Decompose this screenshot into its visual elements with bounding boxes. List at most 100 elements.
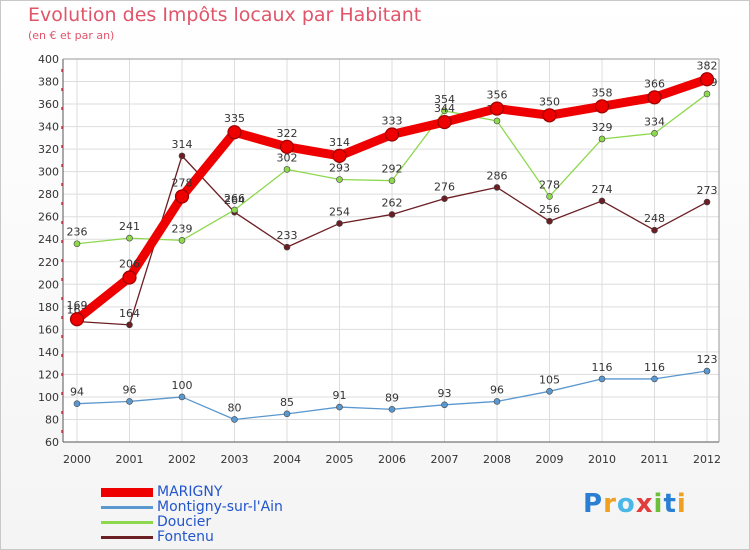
- data-label: 314: [329, 136, 350, 149]
- x-tick-label: 2011: [641, 453, 669, 466]
- proxiti-logo: Proxiti: [583, 489, 687, 519]
- x-tick-label: 2005: [326, 453, 354, 466]
- y-tick-label: 400: [38, 53, 59, 66]
- data-point: [336, 176, 343, 183]
- data-label: 85: [280, 396, 294, 409]
- data-point: [651, 130, 658, 137]
- data-label: 169: [67, 299, 88, 312]
- x-tick-label: 2006: [378, 453, 406, 466]
- data-label: 382: [697, 59, 718, 72]
- data-label: 302: [277, 151, 298, 164]
- data-label: 254: [329, 205, 350, 218]
- data-point: [336, 403, 343, 411]
- y-tick-label: 240: [38, 233, 59, 246]
- data-point: [703, 198, 711, 206]
- legend: MARIGNY Montigny-sur-l'Ain Doucier Fonte…: [101, 485, 283, 545]
- x-tick-label: 2004: [273, 453, 301, 466]
- data-label: 116: [644, 361, 665, 374]
- data-point: [651, 226, 658, 234]
- data-point: [388, 211, 396, 218]
- data-label: 322: [277, 127, 298, 140]
- y-tick-label: 360: [38, 98, 59, 111]
- data-label: 80: [228, 401, 242, 414]
- legend-swatch-marigny: [101, 488, 153, 497]
- data-label: 233: [277, 229, 298, 242]
- data-label: 94: [70, 386, 84, 399]
- data-label: 93: [438, 387, 452, 400]
- x-tick-label: 2008: [483, 453, 511, 466]
- data-label: 100: [172, 379, 193, 392]
- data-point: [598, 375, 606, 383]
- legend-label-doucier: Doucier: [157, 514, 212, 530]
- data-point: [441, 401, 448, 409]
- legend-item-doucier: Doucier: [101, 515, 283, 530]
- data-point: [332, 148, 347, 163]
- data-label: 292: [382, 163, 403, 176]
- data-label: 278: [539, 178, 560, 191]
- legend-swatch-montigny: [101, 506, 153, 509]
- x-tick-label: 2010: [588, 453, 616, 466]
- data-label: 206: [119, 258, 140, 271]
- y-tick-label: 80: [45, 413, 59, 426]
- y-tick-label: 220: [38, 256, 59, 269]
- x-tick-label: 2000: [63, 453, 91, 466]
- x-tick-label: 2002: [168, 453, 196, 466]
- data-label: 236: [67, 226, 88, 239]
- legend-label-fontenu: Fontenu: [157, 529, 214, 545]
- data-point: [594, 99, 610, 114]
- data-label: 256: [539, 203, 560, 216]
- legend-swatch-fontenu: [101, 536, 153, 539]
- data-point: [546, 388, 553, 395]
- data-label: 91: [333, 389, 347, 402]
- data-label: 89: [385, 391, 399, 404]
- y-tick-label: 100: [38, 391, 59, 404]
- data-label: 96: [123, 383, 137, 396]
- data-point: [178, 237, 186, 244]
- data-label: 273: [697, 184, 718, 197]
- data-label: 264: [224, 194, 245, 207]
- y-tick-label: 140: [38, 346, 59, 359]
- data-label: 334: [644, 115, 665, 128]
- data-label: 333: [382, 114, 403, 127]
- data-point: [283, 166, 291, 173]
- legend-item-fontenu: Fontenu: [101, 530, 283, 545]
- data-label: 278: [172, 176, 193, 189]
- data-label: 350: [539, 95, 560, 108]
- data-label: 329: [592, 121, 613, 134]
- data-point: [546, 217, 553, 225]
- y-tick-label: 300: [38, 166, 59, 179]
- x-tick-label: 2001: [116, 453, 144, 466]
- data-point: [493, 184, 501, 191]
- y-tick-label: 60: [45, 436, 59, 449]
- data-point: [73, 400, 81, 408]
- data-label: 262: [382, 196, 403, 209]
- data-point: [388, 406, 396, 413]
- data-point: [231, 206, 238, 214]
- data-point: [384, 127, 400, 142]
- data-point: [279, 139, 295, 154]
- data-label: 354: [434, 93, 455, 106]
- data-label: 266: [224, 192, 245, 205]
- legend-item-marigny: MARIGNY: [101, 485, 283, 500]
- data-point: [126, 398, 133, 405]
- y-tick-label: 340: [38, 121, 59, 134]
- data-point: [598, 135, 606, 143]
- data-point: [126, 234, 133, 242]
- data-point: [598, 197, 606, 205]
- legend-swatch-doucier: [101, 521, 153, 524]
- data-label: 356: [487, 89, 508, 102]
- data-label: 344: [434, 102, 455, 115]
- data-point: [703, 367, 711, 375]
- data-point: [542, 108, 557, 123]
- data-point: [283, 243, 291, 251]
- data-point: [441, 195, 448, 202]
- x-tick-label: 2012: [693, 453, 721, 466]
- data-label: 276: [434, 181, 455, 194]
- data-label: 274: [592, 183, 613, 196]
- data-label: 335: [224, 112, 245, 125]
- data-point: [336, 220, 343, 227]
- data-point: [437, 114, 452, 130]
- x-tick-label: 2009: [536, 453, 564, 466]
- y-tick-label: 120: [38, 368, 59, 381]
